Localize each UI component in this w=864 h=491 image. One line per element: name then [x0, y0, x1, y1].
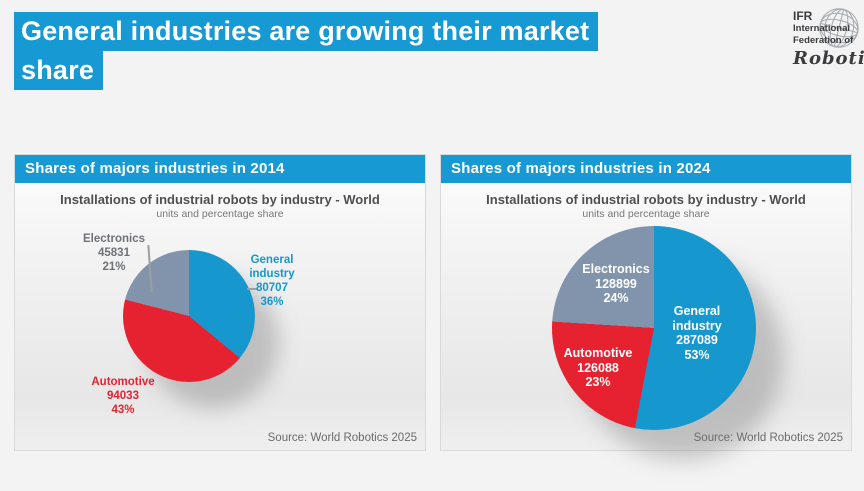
panel-2014-header: Shares of majors industries in 2014 [15, 155, 425, 183]
source-note-2024: Source: World Robotics 2025 [693, 432, 843, 444]
chart-title-2014: Installations of industrial robots by in… [60, 192, 380, 207]
label-electronics-2014: Electronics 45831 21% [74, 232, 154, 274]
label-general-industry-2014-name: General industry [249, 254, 295, 280]
label-electronics-2014-value: 45831 [98, 247, 130, 259]
logo-wordmark: Robotics [793, 48, 864, 69]
label-general-industry-2014-value: 80707 [256, 282, 288, 294]
label-electronics-2014-name: Electronics [83, 233, 145, 245]
logo-abbr: IFR [793, 9, 813, 23]
label-general-industry-2014: General industry 80707 36% [237, 253, 307, 309]
label-automotive-2014: Automotive 94033 43% [78, 375, 168, 417]
label-automotive-2014-name: Automotive [91, 376, 155, 388]
label-automotive-2024-name: Automotive [563, 346, 633, 360]
source-note-2014: Source: World Robotics 2025 [267, 432, 417, 444]
chart-subtitle-2014: units and percentage share [156, 208, 284, 220]
label-automotive-2024-pct: 23% [585, 375, 611, 389]
label-general-industry-2024-name: General industry [672, 304, 722, 333]
pie-chart-2024 [552, 226, 756, 430]
label-electronics-2014-pct: 21% [102, 261, 126, 273]
label-general-industry-2024-pct: 53% [684, 347, 710, 362]
panel-2024: Shares of majors industries in 2024 Inst… [440, 154, 852, 451]
label-electronics-2024-name: Electronics [582, 262, 650, 276]
panel-2024-header: Shares of majors industries in 2024 [441, 155, 851, 183]
label-general-industry-2024: General industry 287089 53% [652, 304, 742, 362]
label-electronics-2024-value: 128899 [595, 276, 637, 291]
label-general-industry-2014-pct: 36% [260, 296, 284, 308]
logo-name-line-1: International [793, 23, 851, 34]
label-automotive-2024-value: 126088 [577, 360, 619, 375]
label-general-industry-2024-value: 287089 [676, 333, 718, 347]
chart-subtitle-2024: units and percentage share [582, 208, 710, 220]
label-automotive-2014-value: 94033 [107, 390, 139, 402]
leader-line-general-industry-2014 [247, 288, 258, 290]
page-title-line-1: General industries are growing their mar… [14, 12, 599, 51]
panel-2014: Shares of majors industries in 2014 Inst… [14, 154, 426, 451]
label-automotive-2024: Automotive 126088 23% [548, 346, 648, 390]
label-automotive-2014-pct: 43% [111, 404, 135, 416]
label-electronics-2024-pct: 24% [603, 291, 629, 305]
logo-name-line-2: Federation of [793, 35, 854, 46]
chart-title-2024: Installations of industrial robots by in… [486, 192, 806, 207]
page-title-line-2: share [14, 51, 104, 90]
page-title: General industries are growing their mar… [14, 12, 744, 90]
ifr-logo: IFR International Federation of Robotics [793, 8, 864, 69]
pie-chart-2014 [123, 250, 255, 382]
globe-icon [816, 5, 862, 56]
label-electronics-2024: Electronics 128899 24% [571, 262, 661, 306]
